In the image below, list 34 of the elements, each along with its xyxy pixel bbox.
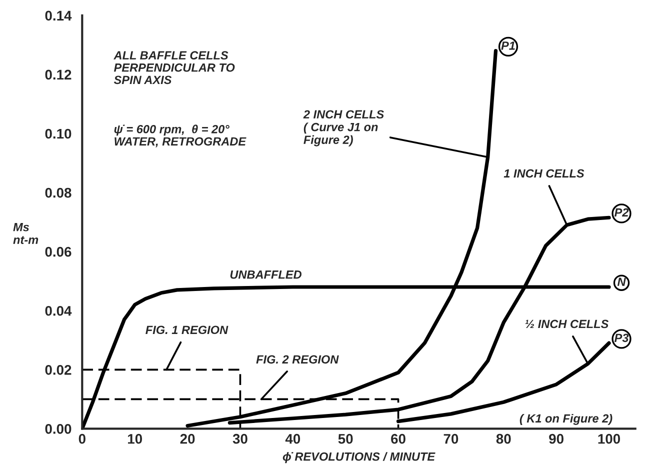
y-tick-label: 0.10 bbox=[45, 128, 72, 139]
annotation: 1 INCH CELLS bbox=[504, 169, 584, 178]
x-tick-label: 30 bbox=[232, 434, 248, 444]
series-label: P2 bbox=[614, 208, 629, 217]
annotation: ½ INCH CELLS bbox=[525, 320, 609, 328]
annotation: ALL BAFFLE CELLS PERPENDICULAR TO SPIN AXIS bbox=[114, 51, 235, 84]
y-tick-label: 0.14 bbox=[45, 10, 72, 21]
x-tick-label: 0 bbox=[78, 434, 86, 444]
annotation: ψ̇ = 600 rpm, θ = 20° WATER, RETROGRADE bbox=[114, 124, 246, 148]
y-tick-label: 0.00 bbox=[45, 424, 72, 434]
y-tick-label: 0.08 bbox=[45, 188, 72, 198]
x-tick-label: 70 bbox=[444, 434, 458, 444]
x-tick-label: 60 bbox=[391, 434, 406, 444]
x-tick-label: 50 bbox=[338, 434, 353, 444]
y-tick-label: 0.12 bbox=[45, 70, 72, 80]
annotation: FIG. 2 REGION bbox=[256, 355, 339, 364]
x-tick-label: 10 bbox=[128, 434, 142, 444]
annotation: ( K1 on Figure 2) bbox=[520, 414, 612, 425]
annotation: UNBAFFLED bbox=[230, 270, 302, 279]
y-tick-label: 0.04 bbox=[45, 306, 72, 316]
x-tick-label: 20 bbox=[180, 434, 195, 444]
y-tick-label: 0.06 bbox=[45, 246, 72, 257]
x-tick-label: 90 bbox=[549, 434, 564, 444]
x-tick-label: 80 bbox=[496, 434, 511, 444]
series-label: N bbox=[617, 278, 626, 286]
x-tick-label: 100 bbox=[598, 434, 620, 444]
x-tick-label: 40 bbox=[285, 434, 300, 444]
annotation: 2 INCH CELLS ( Curve J1 on Figure 2) bbox=[303, 110, 384, 146]
x-axis-title: ϕ̇ REVOLUTIONS / MINUTE bbox=[282, 452, 436, 464]
y-tick-label: 0.02 bbox=[45, 365, 72, 375]
annotation: FIG. 1 REGION bbox=[146, 326, 228, 334]
series-label: P1 bbox=[501, 42, 515, 50]
y-axis-title: Ms nt-m bbox=[13, 223, 38, 244]
series-label: P3 bbox=[614, 334, 629, 342]
